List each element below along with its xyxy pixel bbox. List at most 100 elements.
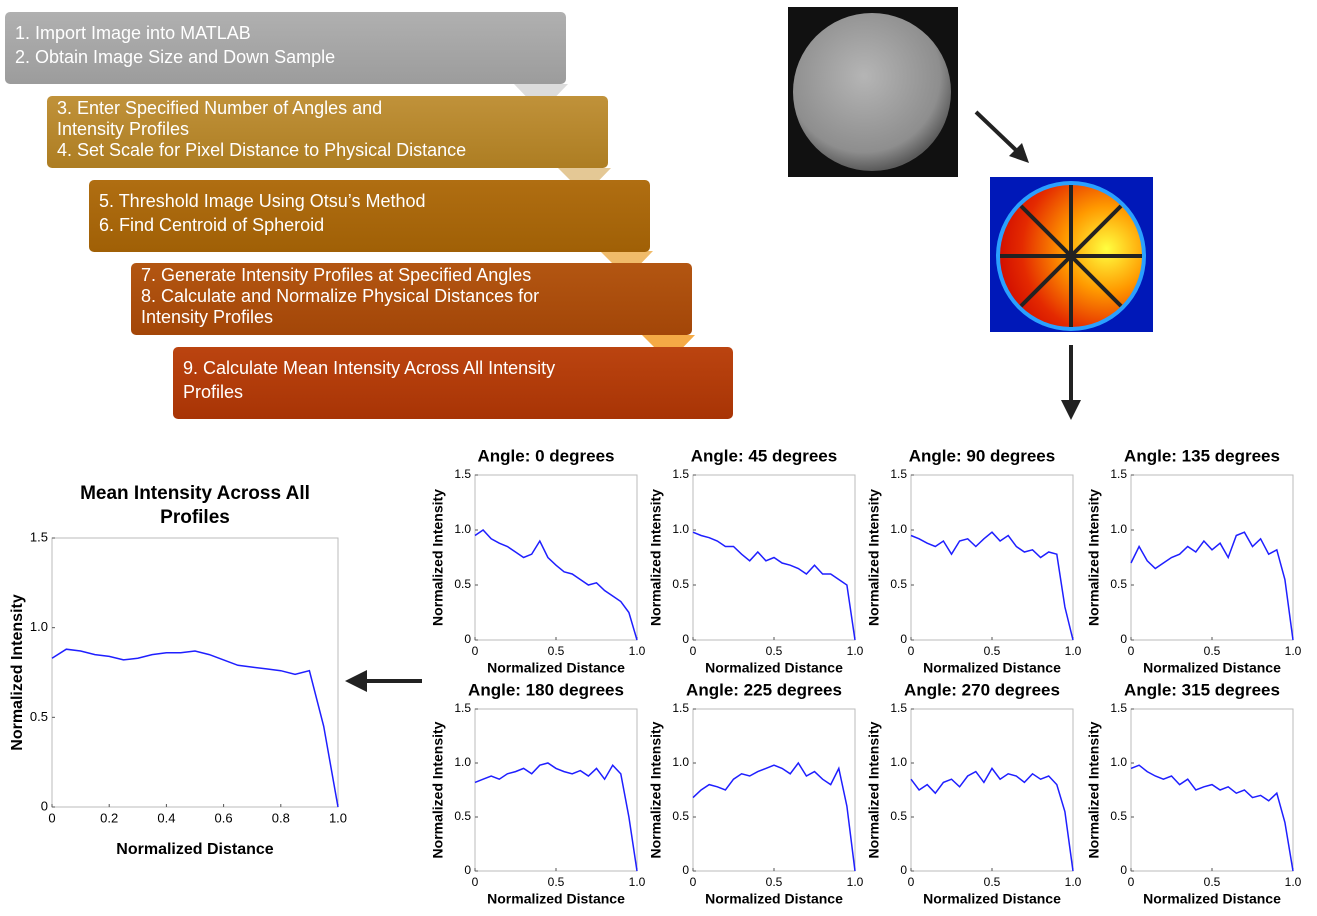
x-tick-label: 0 xyxy=(1128,875,1135,889)
x-tick-label: 0.5 xyxy=(766,875,783,889)
chart-title: Angle: 225 degrees xyxy=(686,680,842,699)
x-tick-label: 0.5 xyxy=(984,875,1001,889)
x-tick-label: 0 xyxy=(690,644,697,658)
flow-step-text: 1. Import Image into MATLAB xyxy=(15,21,556,45)
chart-title: Angle: 315 degrees xyxy=(1124,680,1280,699)
y-tick-label: 1.0 xyxy=(454,755,471,769)
plot-frame xyxy=(911,475,1073,640)
y-axis-label: Normalized Intensity xyxy=(866,721,882,858)
y-tick-label: 1.0 xyxy=(1110,755,1127,769)
data-line xyxy=(911,532,1073,640)
line-chart: 00.51.01.500.51.0Normalized DistanceNorm… xyxy=(1086,446,1302,675)
x-tick-label: 0 xyxy=(472,875,479,889)
y-tick-label: 1.5 xyxy=(454,701,471,715)
x-axis-label: Normalized Distance xyxy=(705,660,843,676)
x-tick-label: 1.0 xyxy=(847,875,864,889)
flow-step-text: 8. Calculate and Normalize Physical Dist… xyxy=(141,286,682,307)
y-tick-label: 0.5 xyxy=(454,809,471,823)
heatmap-image xyxy=(990,177,1153,332)
plot-frame xyxy=(1131,709,1293,871)
x-axis-label: Normalized Distance xyxy=(923,660,1061,676)
y-tick-label: 1.0 xyxy=(454,522,471,536)
y-tick-label: 1.0 xyxy=(1110,522,1127,536)
y-tick-label: 0 xyxy=(1120,863,1127,877)
figure: 00.51.01.500.20.40.60.81.0Normalized Dis… xyxy=(0,0,1317,916)
flow-step-text: 6. Find Centroid of Spheroid xyxy=(99,213,640,237)
x-tick-label: 0 xyxy=(908,644,915,658)
x-tick-label: 0.5 xyxy=(984,644,1001,658)
line-chart: 00.51.01.500.51.0Normalized DistanceNorm… xyxy=(430,446,646,675)
y-tick-label: 1.5 xyxy=(672,701,689,715)
y-tick-label: 0 xyxy=(41,798,48,813)
line-chart: 00.51.01.500.51.0Normalized DistanceNorm… xyxy=(648,680,864,906)
data-line xyxy=(693,763,855,871)
x-axis-label: Normalized Distance xyxy=(1143,891,1281,907)
y-tick-label: 1.0 xyxy=(672,522,689,536)
y-tick-label: 0.5 xyxy=(890,577,907,591)
y-tick-label: 1.5 xyxy=(30,529,48,544)
data-line xyxy=(1131,532,1293,640)
x-tick-label: 1.0 xyxy=(329,810,347,825)
chart-title: Angle: 135 degrees xyxy=(1124,446,1280,465)
x-tick-label: 0 xyxy=(1128,644,1135,658)
plot-frame xyxy=(475,475,637,640)
y-tick-label: 0 xyxy=(900,632,907,646)
y-axis-label: Normalized Intensity xyxy=(1086,489,1102,626)
flow-step-text: Intensity Profiles xyxy=(141,307,682,328)
y-axis-label: Normalized Intensity xyxy=(648,721,664,858)
chart-title: Angle: 270 degrees xyxy=(904,680,1060,699)
data-line xyxy=(475,763,637,871)
chart-title: Angle: 45 degrees xyxy=(691,446,837,465)
y-tick-label: 0 xyxy=(682,632,689,646)
data-line xyxy=(52,649,338,807)
y-tick-label: 0 xyxy=(900,863,907,877)
flow-step: 9. Calculate Mean Intensity Across All I… xyxy=(173,347,733,419)
chart-title: Mean Intensity Across All Profiles xyxy=(60,482,330,530)
x-tick-label: 1.0 xyxy=(1065,875,1082,889)
data-line xyxy=(911,768,1073,871)
y-axis-label: Normalized Intensity xyxy=(430,489,446,626)
y-axis-label: Normalized Intensity xyxy=(1086,721,1102,858)
y-axis-label: Normalized Intensity xyxy=(430,721,446,858)
y-tick-label: 0.5 xyxy=(672,809,689,823)
y-tick-label: 0.5 xyxy=(1110,809,1127,823)
flow-step-text: 3. Enter Specified Number of Angles and xyxy=(57,98,598,119)
flow-step-text: 9. Calculate Mean Intensity Across All I… xyxy=(183,356,723,380)
y-tick-label: 1.0 xyxy=(890,522,907,536)
x-tick-label: 0 xyxy=(472,644,479,658)
x-axis-label: Normalized Distance xyxy=(487,891,625,907)
x-tick-label: 1.0 xyxy=(1285,875,1302,889)
chart-title: Angle: 90 degrees xyxy=(909,446,1055,465)
y-axis-label: Normalized Intensity xyxy=(9,594,26,751)
x-tick-label: 0 xyxy=(48,810,55,825)
x-axis-label: Normalized Distance xyxy=(487,660,625,676)
x-axis-label: Normalized Distance xyxy=(705,891,843,907)
x-tick-label: 0.5 xyxy=(1204,644,1221,658)
flow-step-text: Profiles xyxy=(183,380,723,404)
x-tick-label: 1.0 xyxy=(1065,644,1082,658)
y-tick-label: 1.5 xyxy=(454,467,471,481)
flow-step: 5. Threshold Image Using Otsu’s Method6.… xyxy=(89,180,650,252)
x-tick-label: 1.0 xyxy=(629,875,646,889)
line-chart: 00.51.01.500.51.0Normalized DistanceNorm… xyxy=(648,446,864,675)
y-axis-label: Normalized Intensity xyxy=(866,489,882,626)
y-tick-label: 1.5 xyxy=(1110,701,1127,715)
flow-step-text: 7. Generate Intensity Profiles at Specif… xyxy=(141,265,682,286)
x-tick-label: 0.5 xyxy=(548,644,565,658)
line-chart: 00.51.01.500.51.0Normalized DistanceNorm… xyxy=(430,680,646,906)
y-tick-label: 1.5 xyxy=(672,467,689,481)
chart-title: Angle: 180 degrees xyxy=(468,680,624,699)
flow-step: 7. Generate Intensity Profiles at Specif… xyxy=(131,263,692,335)
data-line xyxy=(693,532,855,640)
y-tick-label: 0.5 xyxy=(890,809,907,823)
plot-frame xyxy=(475,709,637,871)
data-line xyxy=(1131,765,1293,871)
plot-frame xyxy=(1131,475,1293,640)
x-tick-label: 0.8 xyxy=(272,810,290,825)
